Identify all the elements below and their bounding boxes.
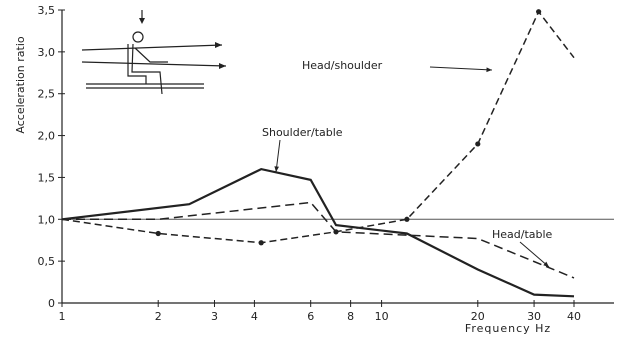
annotation-arrowhead	[274, 166, 279, 172]
series-line-shoulder-table	[61, 167, 575, 298]
data-point-head-shoulder	[536, 9, 542, 15]
chart-series	[61, 9, 575, 298]
data-point-head-shoulder	[404, 216, 410, 222]
x-tick-label: 40	[567, 310, 581, 323]
annotation-arrowhead	[486, 67, 492, 73]
x-tick-label: 4	[251, 310, 258, 323]
x-tick-label: 2	[155, 310, 162, 323]
y-tick-label: 3,0	[38, 46, 56, 59]
x-axis-label: Frequency Hz	[465, 322, 551, 335]
y-tick-label: 1,0	[38, 213, 56, 226]
chart-annotations: Shoulder/table Head/shoulder Head/table	[262, 59, 553, 268]
data-point-head-shoulder	[155, 230, 161, 237]
figure-arrowhead	[139, 18, 145, 24]
annotation-head-shoulder: Head/shoulder	[302, 59, 383, 72]
y-tick-label: 0	[48, 297, 55, 310]
data-point-head-shoulder	[475, 141, 481, 147]
series-line-head-table	[62, 201, 575, 279]
y-tick-label: 2,0	[38, 130, 56, 143]
x-tick-label: 20	[471, 310, 485, 323]
series-line-head-shoulder	[61, 10, 575, 244]
annotation-shoulder-table: Shoulder/table	[262, 126, 343, 139]
data-point-head-shoulder	[258, 240, 264, 246]
y-tick-label: 1,5	[38, 171, 56, 184]
annotation-head-table: Head/table	[492, 228, 553, 241]
figure-arm	[134, 47, 168, 63]
figure-head	[132, 31, 144, 43]
x-tick-label: 10	[375, 310, 389, 323]
figure-measure-line	[81, 44, 223, 51]
y-tick-label: 3,5	[38, 4, 56, 17]
y-tick-label: 2,5	[38, 88, 56, 101]
annotation-arrowhead	[543, 261, 549, 267]
x-tick-label: 1	[59, 310, 66, 323]
figure-platform	[86, 83, 204, 89]
figure-body	[131, 43, 163, 95]
figure-arrowhead	[219, 63, 226, 69]
x-tick-label: 8	[347, 310, 354, 323]
x-tick-label: 6	[307, 310, 314, 323]
annotation-leader	[519, 241, 550, 268]
chart-axes: 0 0,5 1,0 1,5 2,0 2,5 3,0 3,5 1 2 3 4 6 8 10 20 30 40 Freq…	[14, 4, 614, 335]
seated-person-figure	[81, 10, 227, 95]
figure-chair	[127, 44, 147, 84]
y-tick-label: 0,5	[38, 255, 56, 268]
x-tick-label: 30	[527, 310, 541, 323]
annotation-leader	[429, 66, 493, 71]
figure-measure-line	[81, 61, 227, 67]
figure-arrowhead	[215, 42, 222, 48]
y-axis-label: Acceleration ratio	[14, 36, 27, 133]
x-tick-label: 3	[211, 310, 218, 323]
